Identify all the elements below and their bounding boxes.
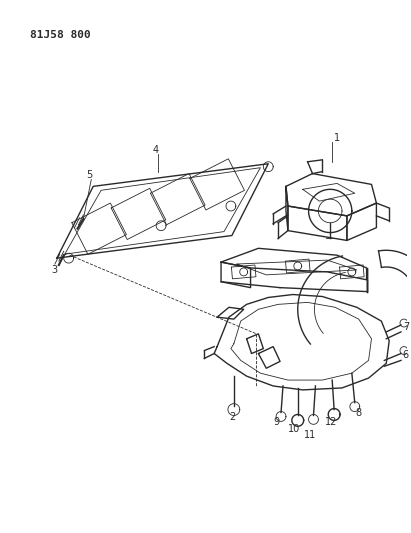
Text: 9: 9 bbox=[273, 417, 279, 427]
Text: 2: 2 bbox=[229, 413, 235, 423]
Text: 10: 10 bbox=[288, 424, 300, 434]
Text: 3: 3 bbox=[51, 265, 57, 275]
Text: 1: 1 bbox=[334, 133, 340, 143]
Text: 5: 5 bbox=[86, 169, 92, 180]
Text: 7: 7 bbox=[403, 322, 409, 332]
Text: 4: 4 bbox=[152, 145, 158, 155]
Text: 8: 8 bbox=[356, 408, 362, 417]
Text: 81J58 800: 81J58 800 bbox=[30, 30, 91, 40]
Text: 12: 12 bbox=[325, 417, 337, 427]
Text: 6: 6 bbox=[403, 350, 409, 359]
Text: 11: 11 bbox=[305, 430, 316, 440]
